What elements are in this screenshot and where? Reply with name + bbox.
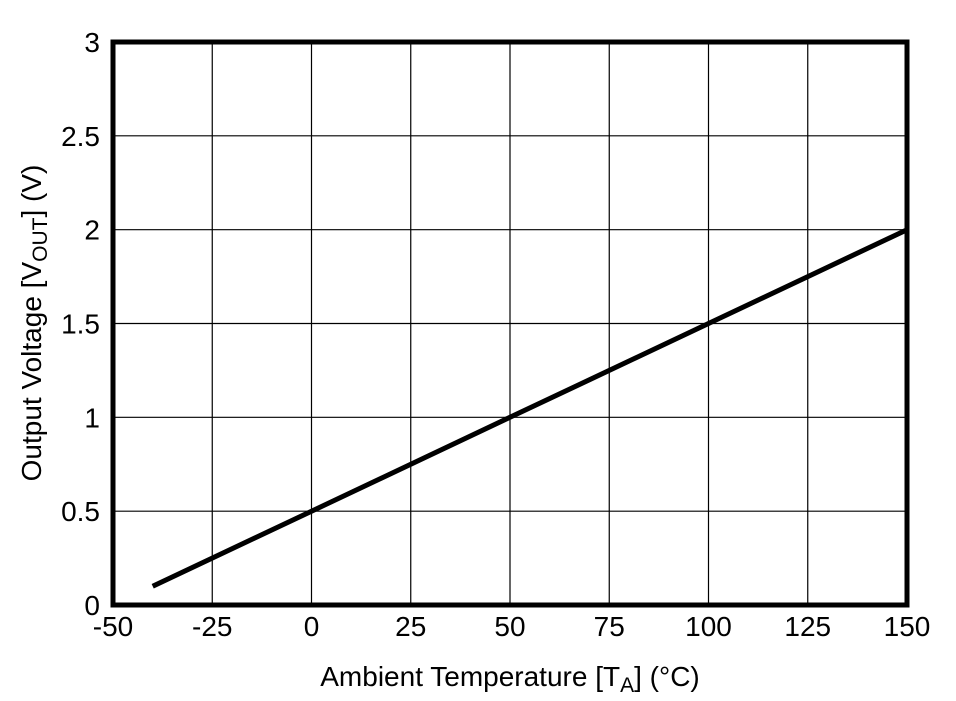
y-tick-label: 2 [84,215,100,246]
x-tick-label: 0 [304,611,320,642]
y-tick-label: 1.5 [61,309,100,340]
x-tick-labels: -50 -25 0 25 50 75 100 125 150 [93,611,931,642]
x-axis-title-main: Ambient Temperature [T [320,661,620,692]
x-axis-title-subscript: A [620,674,634,697]
data-series [151,227,909,589]
y-tick-label: 3 [84,27,100,58]
x-tick-label: 75 [594,611,625,642]
x-tick-label: 125 [784,611,831,642]
x-tick-label: 150 [884,611,931,642]
y-tick-label: 2.5 [61,121,100,152]
x-tick-label: -50 [93,611,133,642]
y-tick-labels: 0 0.5 1 1.5 2 2.5 3 [61,27,100,621]
y-axis-title-unit: ] (V) [16,165,47,218]
x-tick-label: -25 [192,611,232,642]
x-tick-label: 50 [494,611,525,642]
x-tick-label: 25 [395,611,426,642]
y-axis-title-subscript: OUT [29,217,52,262]
y-tick-label: 0.5 [61,496,100,527]
x-tick-label: 100 [685,611,732,642]
x-axis-title-unit: ] (°C) [634,661,700,692]
y-tick-label: 0 [84,590,100,621]
y-axis-title: Output Voltage [VOUT] (V) [16,165,52,482]
y-axis-title-main: Output Voltage [V [16,262,47,482]
data-line [151,227,909,589]
x-axis-title: Ambient Temperature [TA] (°C) [320,661,699,697]
plot-frame [110,39,910,608]
y-tick-label: 1 [84,402,100,433]
